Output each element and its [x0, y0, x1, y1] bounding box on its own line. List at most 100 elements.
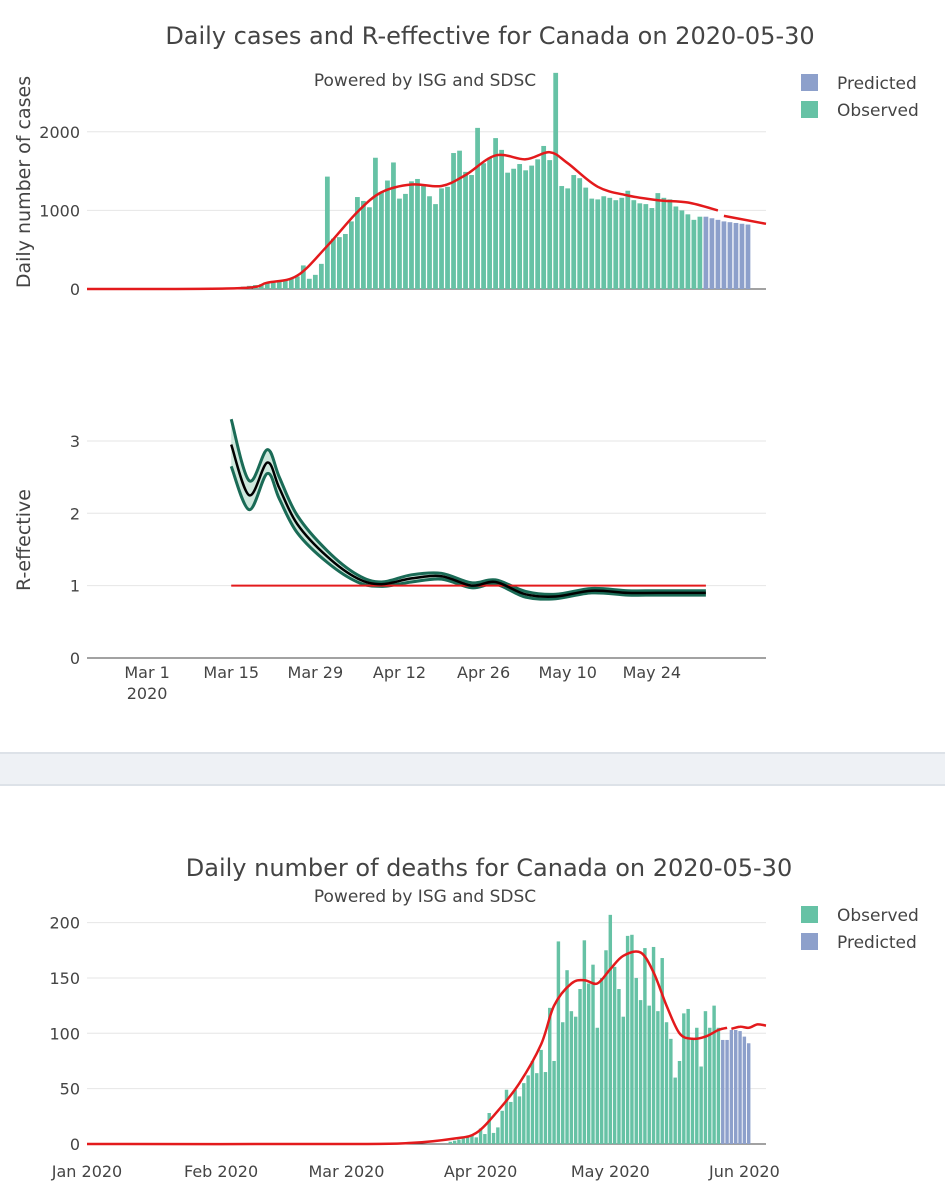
deaths-observed-bar: [708, 1027, 712, 1144]
cases-observed-bar: [457, 150, 462, 289]
deaths-observed-bar: [573, 1016, 578, 1144]
deaths-observed-bar: [491, 1132, 496, 1144]
cases-observed-bar: [655, 193, 661, 289]
deaths-legend-swatch-observed: [801, 906, 818, 923]
deaths-observed-bar: [612, 966, 617, 1144]
reff-x-tick-label: Apr 12: [373, 663, 426, 682]
deaths-y-tick-label: 200: [49, 914, 80, 933]
cases-observed-bar: [367, 207, 372, 289]
cases-observed-bar: [535, 159, 541, 289]
deaths-trend-predicted-line: [731, 1023, 767, 1031]
deaths-observed-bar: [522, 1083, 526, 1144]
cases-observed-bar: [288, 278, 294, 289]
reff-mean-line: [230, 444, 706, 598]
deaths-predicted-bar: [721, 1039, 725, 1144]
deaths-observed-bar: [548, 1007, 552, 1144]
cases-y-tick-label: 0: [70, 280, 80, 299]
cases-trend-predicted-line: [723, 214, 767, 226]
cases-observed-bar: [270, 282, 276, 289]
deaths-observed-bar: [664, 1022, 669, 1144]
deaths-observed-bar: [586, 983, 591, 1144]
cases-observed-bar: [361, 200, 366, 289]
cases-observed-bar: [673, 206, 679, 289]
deaths-observed-bar: [582, 940, 587, 1144]
cases-observed-bar: [583, 187, 589, 289]
figure-separator: [0, 752, 945, 786]
cases-observed-bar: [445, 186, 450, 289]
reff-confidence-band: [231, 419, 706, 600]
reff-y-tick-label: 0: [70, 649, 80, 668]
deaths-observed-bar: [552, 1060, 556, 1144]
cases-observed-bar: [373, 157, 378, 289]
cases-observed-bar: [306, 278, 312, 289]
cases-observed-bar: [349, 221, 354, 289]
cases-observed-bar: [294, 276, 300, 289]
cases-reff-svg: Daily cases and R-effective for Canada o…: [13, 22, 919, 703]
deaths-y-tick-label: 0: [70, 1135, 80, 1154]
cases-observed-bar: [481, 163, 486, 289]
cases-observed-bar: [421, 184, 426, 289]
cases-observed-bar: [529, 165, 535, 289]
cases-observed-bar: [625, 190, 631, 289]
deaths-observed-bar: [686, 1008, 690, 1144]
cases-y-axis-title: Daily number of cases: [13, 76, 35, 288]
cases-observed-bar: [336, 237, 342, 289]
deaths-observed-bar: [591, 964, 595, 1144]
deaths-observed-bar: [530, 1060, 535, 1144]
cases-observed-bar: [451, 153, 456, 289]
deaths-observed-bar: [457, 1139, 461, 1144]
cases-predicted-bar: [703, 216, 709, 289]
cases-observed-bar: [553, 72, 559, 289]
deaths-observed-bar: [509, 1101, 513, 1144]
cases-observed-bar: [258, 284, 264, 289]
cases-observed-bar: [643, 204, 649, 289]
deaths-observed-bar: [669, 1038, 673, 1144]
deaths-figure: Daily number of deaths for Canada on 202…: [0, 786, 945, 1200]
cases-observed-bar: [559, 186, 565, 289]
reff-x-tick-label: Apr 26: [457, 663, 510, 682]
cases-observed-bar: [505, 172, 511, 289]
cases-y-tick-label: 2000: [39, 123, 80, 142]
deaths-x-tick-label: Mar 2020: [308, 1162, 384, 1181]
reff-y-tick-label: 3: [70, 432, 80, 451]
deaths-predicted-bar: [742, 1036, 747, 1144]
deaths-observed-bar: [599, 977, 604, 1144]
deaths-legend-label-observed: Observed: [837, 906, 919, 926]
cases-observed-bar: [282, 279, 288, 289]
cases-observed-bar: [318, 263, 324, 289]
cases-observed-bar: [511, 168, 517, 289]
deaths-observed-bar: [651, 946, 656, 1144]
deaths-observed-bar: [452, 1140, 457, 1144]
cases-observed-bar: [499, 149, 504, 289]
cases-observed-bar: [385, 180, 390, 289]
cases-observed-bar: [391, 162, 396, 289]
deaths-y-tick-label: 50: [60, 1080, 80, 1099]
deaths-chart-title: Daily number of deaths for Canada on 202…: [186, 854, 792, 882]
cases-observed-bar: [475, 127, 480, 289]
cases-observed-bar: [601, 196, 607, 289]
reff-x-tick-year: 2020: [127, 684, 168, 703]
cases-observed-bar: [631, 200, 637, 289]
deaths-observed-bar: [478, 1128, 483, 1144]
reff-x-tick-label: Mar 1: [124, 663, 169, 682]
cases-observed-bar: [415, 178, 420, 289]
deaths-observed-bar: [690, 1038, 695, 1144]
deaths-observed-bar: [465, 1136, 470, 1144]
deaths-observed-bar: [470, 1135, 474, 1144]
reff-x-tick-label: Mar 15: [203, 663, 259, 682]
deaths-x-tick-label: Apr 2020: [444, 1162, 517, 1181]
cases-observed-bar: [330, 238, 336, 289]
deaths-observed-bar: [656, 1011, 660, 1144]
cases-predicted-bar: [721, 221, 727, 289]
deaths-predicted-bar: [734, 1029, 738, 1144]
deaths-predicted-bar: [729, 1029, 734, 1144]
cases-observed-bar: [397, 198, 402, 289]
deaths-observed-bar: [543, 1072, 548, 1144]
deaths-legend-label-predicted: Predicted: [837, 933, 917, 953]
deaths-y-tick-label: 100: [49, 1024, 80, 1043]
deaths-observed-bar: [535, 1073, 539, 1144]
deaths-observed-bar: [461, 1138, 465, 1144]
cases-observed-bar: [571, 175, 577, 289]
deaths-observed-bar: [647, 1005, 651, 1144]
deaths-x-tick-label: Feb 2020: [184, 1162, 258, 1181]
